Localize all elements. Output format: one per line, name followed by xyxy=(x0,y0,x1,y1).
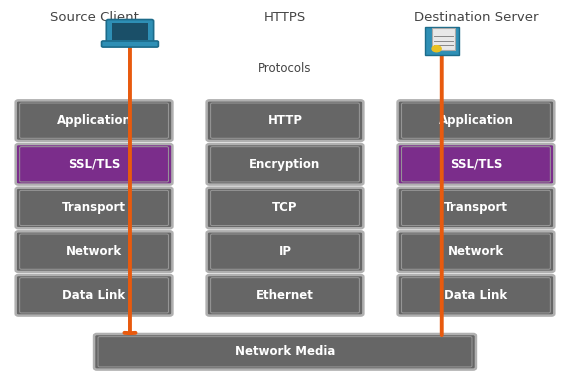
Text: SSL/TLS: SSL/TLS xyxy=(68,158,120,171)
FancyBboxPatch shape xyxy=(16,231,173,272)
FancyBboxPatch shape xyxy=(206,275,364,316)
FancyBboxPatch shape xyxy=(397,188,554,228)
FancyBboxPatch shape xyxy=(206,188,364,228)
FancyBboxPatch shape xyxy=(16,100,173,141)
FancyBboxPatch shape xyxy=(433,28,455,50)
FancyBboxPatch shape xyxy=(16,144,173,185)
Text: Protocols: Protocols xyxy=(258,62,312,75)
FancyBboxPatch shape xyxy=(425,27,459,55)
Text: HTTPS: HTTPS xyxy=(264,11,306,24)
Text: HTTP: HTTP xyxy=(267,114,303,127)
Text: Network: Network xyxy=(66,245,122,258)
Text: Transport: Transport xyxy=(62,201,126,214)
FancyBboxPatch shape xyxy=(206,231,364,272)
Text: Application: Application xyxy=(56,114,132,127)
FancyBboxPatch shape xyxy=(16,275,173,316)
Bar xyxy=(112,23,148,40)
Text: Network Media: Network Media xyxy=(235,345,335,358)
Text: Ethernet: Ethernet xyxy=(256,289,314,302)
FancyBboxPatch shape xyxy=(101,41,158,47)
FancyBboxPatch shape xyxy=(397,231,554,272)
FancyBboxPatch shape xyxy=(94,334,476,370)
FancyBboxPatch shape xyxy=(206,100,364,141)
Text: Data Link: Data Link xyxy=(445,289,507,302)
Text: Transport: Transport xyxy=(444,201,508,214)
FancyBboxPatch shape xyxy=(16,188,173,228)
Text: Encryption: Encryption xyxy=(250,158,320,171)
FancyBboxPatch shape xyxy=(106,20,153,44)
Text: TCP: TCP xyxy=(272,201,298,214)
Text: Destination Server: Destination Server xyxy=(414,11,538,24)
Text: Application: Application xyxy=(438,114,514,127)
Text: Network: Network xyxy=(448,245,504,258)
Text: SSL/TLS: SSL/TLS xyxy=(450,158,502,171)
FancyBboxPatch shape xyxy=(397,144,554,185)
Text: Source Client: Source Client xyxy=(50,11,139,24)
FancyBboxPatch shape xyxy=(397,100,554,141)
FancyBboxPatch shape xyxy=(206,144,364,185)
Text: IP: IP xyxy=(279,245,291,258)
Circle shape xyxy=(432,46,441,52)
FancyBboxPatch shape xyxy=(397,275,554,316)
Text: Data Link: Data Link xyxy=(63,289,125,302)
